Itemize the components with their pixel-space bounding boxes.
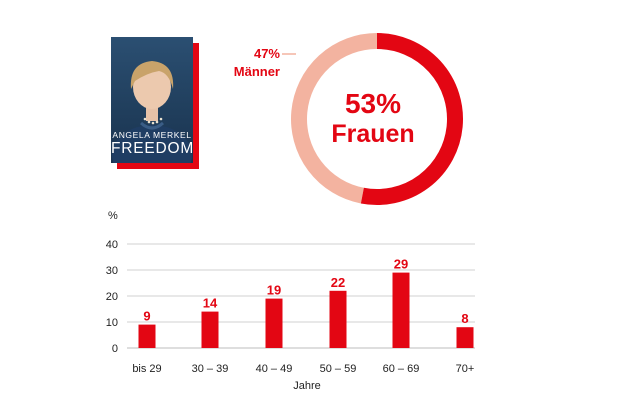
x-tick-label: bis 29: [132, 363, 161, 375]
book-cover-photo: [111, 37, 193, 163]
bar: [201, 311, 219, 348]
bar: [138, 324, 156, 348]
bar-value-label: 29: [394, 257, 408, 272]
bar-value-label: 8: [461, 311, 468, 326]
women-label: Frauen: [331, 120, 415, 148]
bar-value-label: 19: [267, 283, 281, 298]
bar: [329, 290, 347, 348]
men-percentage: 47%: [253, 46, 280, 61]
book-author: ANGELA MERKEL: [112, 130, 192, 140]
bar-value-label: 22: [331, 275, 345, 290]
x-tick-label: 50 – 59: [320, 363, 357, 375]
bar-value-labels: 9 14 19 22 29 8: [143, 257, 468, 327]
y-tick-label: 40: [106, 239, 118, 251]
bar-value-label: 9: [143, 309, 150, 324]
donut-slice-men: [291, 33, 378, 204]
x-tick-label: 30 – 39: [192, 363, 229, 375]
portrait-illustration: [112, 61, 192, 163]
x-tick-label: 70+: [456, 363, 475, 375]
y-axis-unit: %: [108, 210, 118, 222]
x-tick-labels: bis 29 30 – 39 40 – 49 50 – 59 60 – 69 70+: [132, 363, 474, 375]
bar: [265, 298, 283, 348]
bars: [138, 272, 474, 348]
grid-lines: [127, 243, 475, 349]
book-title: FREEDOM: [111, 140, 195, 157]
y-tick-label: 10: [106, 317, 118, 329]
bar: [456, 327, 474, 348]
x-axis-title: Jahre: [293, 380, 321, 392]
book-cover: ANGELA MERKEL FREEDOM: [111, 37, 193, 163]
bar: [392, 272, 410, 348]
y-tick-label: 0: [112, 343, 118, 355]
bar-value-label: 14: [203, 296, 218, 311]
men-label: Männer: [233, 64, 280, 79]
y-tick-label: 20: [106, 291, 118, 303]
donut-slice-women: [360, 33, 463, 205]
x-tick-label: 60 – 69: [383, 363, 420, 375]
x-tick-label: 40 – 49: [256, 363, 293, 375]
y-tick-labels: 0 10 20 30 40: [106, 239, 118, 355]
women-percentage: 53%: [344, 88, 402, 119]
y-tick-label: 30: [106, 265, 118, 277]
